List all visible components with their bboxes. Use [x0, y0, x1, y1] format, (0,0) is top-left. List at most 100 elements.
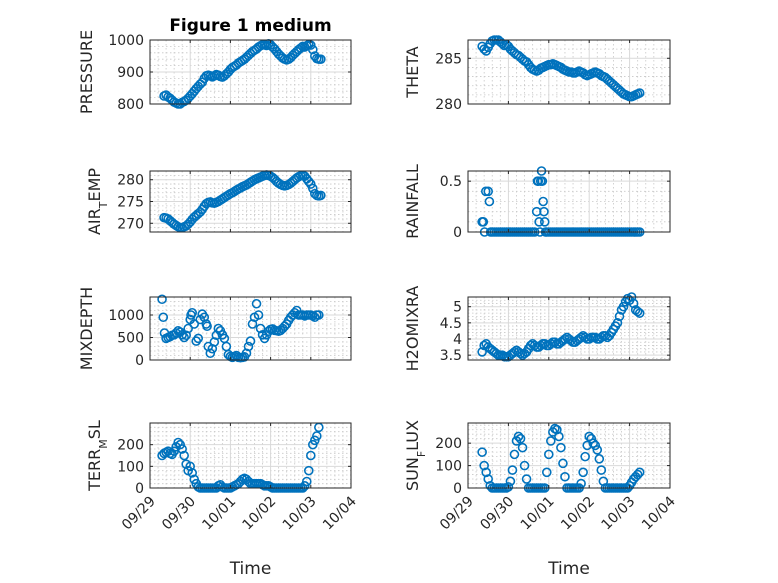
subplot-sun-flux: 0 100 200 09/29 09/30 10/01 10/02 10/03 10/04 SUN… [403, 420, 679, 579]
data-point [205, 348, 216, 359]
x-tick-label: 10/01 [518, 494, 558, 534]
x-tick-label: 10/04 [320, 493, 360, 533]
data-point [314, 310, 324, 320]
data-point [185, 461, 195, 472]
axes-box [149, 296, 352, 361]
data-point [509, 449, 520, 460]
data-point [477, 347, 487, 357]
y-axis-label: RAINFALL [403, 164, 422, 239]
series-air-temp [159, 170, 326, 233]
data-point [513, 431, 524, 442]
y-tick-label: 5 [453, 300, 462, 316]
subplot-pressure: 800 900 1000 PRESSURE Figure 1 medium [77, 16, 352, 114]
x-tick-label: 10/01 [199, 494, 239, 534]
x-tick-label: 10/02 [558, 494, 598, 534]
data-point [505, 476, 516, 487]
data-point [584, 431, 595, 442]
data-point [187, 307, 198, 318]
data-point [517, 442, 528, 453]
x-tick-label: 09/29 [119, 494, 159, 534]
data-point [541, 467, 552, 478]
data-point [253, 310, 264, 320]
data-point [558, 458, 568, 469]
data-point [534, 217, 544, 227]
y-tick-label: 100 [435, 459, 462, 475]
data-point [308, 44, 318, 55]
data-point [301, 476, 312, 487]
data-point [305, 450, 316, 461]
data-point [316, 54, 326, 65]
y-tick-label: 0 [453, 481, 462, 497]
x-axis-label: Time [547, 559, 590, 579]
series-mixdepth [157, 294, 324, 363]
data-point [193, 333, 204, 344]
series-pressure [159, 39, 326, 109]
data-point [179, 332, 189, 343]
data-point [243, 341, 254, 352]
y-tick-label: 0 [135, 353, 144, 369]
data-point [507, 465, 518, 475]
subplot-mixdepth: 0 500 1000 MIXDEPTH [77, 287, 352, 370]
subplot-air-temp: 270 275 280 AIRTEMP [85, 168, 352, 235]
major-grid [150, 171, 351, 232]
data-point [177, 444, 187, 454]
y-tick-label: 100 [117, 459, 144, 475]
data-point [183, 323, 193, 334]
axes-box [467, 39, 671, 105]
subplot-theta: 280 285 THETA [403, 35, 671, 113]
y-tick-label: 900 [117, 65, 144, 81]
data-point [634, 467, 645, 478]
y-axis-label: H2OMIXRA [403, 286, 422, 372]
y-tick-label: 275 [117, 195, 144, 211]
data-point [614, 311, 625, 322]
data-point [261, 40, 272, 51]
data-point [519, 460, 530, 471]
series-theta [477, 35, 645, 102]
data-point [594, 454, 605, 464]
y-tick-label: 200 [117, 438, 144, 454]
data-point [308, 183, 318, 194]
data-point [251, 298, 262, 309]
data-point [539, 217, 550, 227]
data-point [303, 176, 314, 187]
data-point [191, 336, 202, 346]
data-point [503, 482, 514, 492]
data-point [477, 447, 487, 457]
y-tick-label: 280 [117, 173, 144, 189]
series-h2omixra [477, 292, 645, 362]
y-tick-label: 1000 [108, 308, 144, 324]
minor-grid [468, 171, 670, 232]
data-point [596, 465, 607, 475]
data-point [592, 445, 603, 455]
y-axis-label: AIRTEMP [85, 168, 110, 235]
data-point [618, 301, 629, 312]
data-point [177, 329, 187, 340]
data-point [316, 190, 326, 201]
y-tick-label: 0 [135, 481, 144, 497]
y-tick-label: 285 [435, 51, 462, 67]
data-point [560, 334, 570, 344]
minor-grid [468, 423, 670, 488]
data-point [586, 433, 597, 444]
data-point [202, 321, 212, 332]
subplot-rainfall: 0 0.5 RAINFALL [403, 164, 671, 241]
y-axis-label: MIXDEPTH [77, 287, 96, 370]
data-point [578, 467, 588, 478]
y-tick-label: 200 [435, 436, 462, 452]
y-tick-label: 800 [117, 97, 144, 113]
data-point [632, 306, 643, 317]
y-tick-label: 270 [117, 216, 144, 232]
data-point [539, 206, 549, 217]
x-tick-label: 10/03 [599, 494, 639, 534]
y-axis-label: TERRMSL [85, 420, 110, 492]
data-point [484, 196, 495, 207]
data-point [478, 217, 489, 227]
axes-box [467, 296, 671, 361]
y-axis-label: SUNFLUX [403, 420, 428, 491]
data-point [556, 442, 566, 453]
y-tick-label: 0 [453, 225, 462, 241]
data-point [308, 311, 318, 321]
axes-box [149, 422, 352, 489]
